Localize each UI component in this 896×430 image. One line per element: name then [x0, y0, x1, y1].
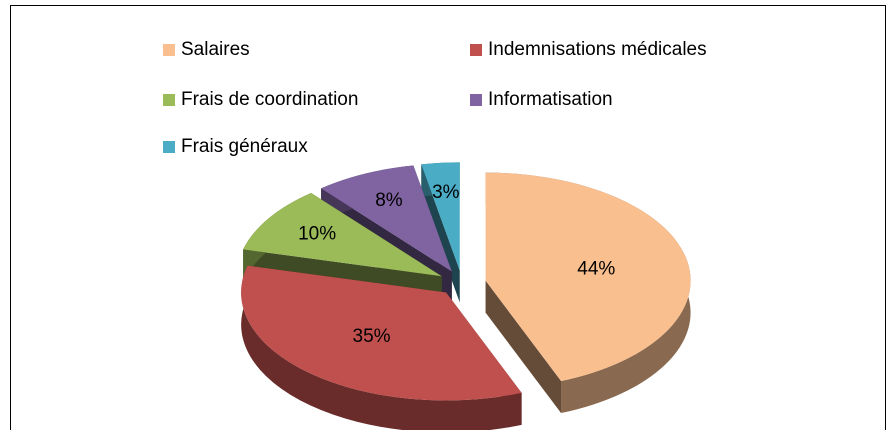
slice-top [421, 162, 460, 271]
legend-swatch [163, 44, 175, 56]
pie-slice [241, 265, 522, 430]
legend-label: Frais de coordination [181, 89, 358, 110]
legend-swatch [163, 94, 175, 106]
slice-side [241, 265, 522, 430]
legend-label: Indemnisations médicales [488, 39, 707, 60]
legend-swatch [163, 141, 175, 153]
slice-top [321, 165, 452, 272]
legend-label: Salaires [181, 39, 250, 60]
data-label: 10% [298, 224, 336, 245]
slice-top [241, 265, 522, 401]
slice-side [485, 280, 562, 414]
legend-swatch [470, 94, 482, 106]
data-label: 35% [353, 326, 391, 347]
data-label: 8% [375, 190, 403, 211]
data-label: 44% [577, 259, 615, 280]
legend-label: Frais généraux [181, 136, 308, 157]
data-label: 3% [432, 182, 460, 203]
legend-label: Informatisation [488, 89, 613, 110]
slice-top [243, 193, 442, 277]
slice-top [485, 172, 691, 382]
pie-slice [485, 172, 691, 414]
legend-swatch [470, 44, 482, 56]
